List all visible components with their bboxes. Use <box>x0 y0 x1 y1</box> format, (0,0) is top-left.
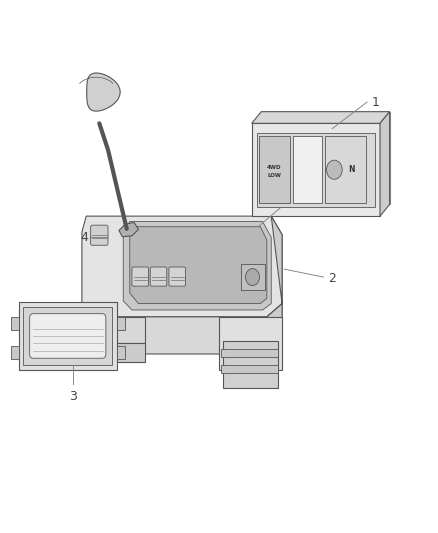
FancyBboxPatch shape <box>30 314 106 358</box>
Text: 2: 2 <box>328 272 336 285</box>
Text: 4: 4 <box>81 231 88 244</box>
Text: LOW: LOW <box>267 173 281 177</box>
Bar <box>221 349 278 357</box>
Text: 4WD: 4WD <box>267 165 282 170</box>
Bar <box>325 136 366 204</box>
Polygon shape <box>119 222 138 237</box>
Bar <box>258 136 290 204</box>
Circle shape <box>246 269 259 286</box>
Text: 3: 3 <box>69 390 77 402</box>
FancyBboxPatch shape <box>169 267 185 286</box>
Bar <box>293 136 322 204</box>
Bar <box>23 308 113 365</box>
FancyBboxPatch shape <box>91 225 108 245</box>
Text: 1: 1 <box>371 95 379 109</box>
Polygon shape <box>267 216 282 354</box>
Polygon shape <box>95 317 145 343</box>
Polygon shape <box>82 216 282 317</box>
Polygon shape <box>219 317 282 370</box>
Polygon shape <box>123 221 271 310</box>
Polygon shape <box>252 112 390 123</box>
Bar <box>221 365 278 373</box>
Polygon shape <box>261 112 390 205</box>
FancyBboxPatch shape <box>150 267 167 286</box>
Circle shape <box>326 160 342 179</box>
Polygon shape <box>252 123 380 216</box>
Bar <box>117 317 124 330</box>
Bar <box>11 317 19 330</box>
FancyBboxPatch shape <box>132 267 148 286</box>
Bar <box>257 133 375 207</box>
Bar <box>95 343 145 362</box>
Polygon shape <box>82 304 282 354</box>
Polygon shape <box>380 112 390 216</box>
Bar <box>11 346 19 359</box>
Bar <box>241 264 265 290</box>
Polygon shape <box>223 341 278 389</box>
Text: N: N <box>349 165 355 174</box>
Polygon shape <box>87 73 120 111</box>
Polygon shape <box>130 227 267 304</box>
Bar <box>117 346 124 359</box>
Bar <box>19 302 117 370</box>
